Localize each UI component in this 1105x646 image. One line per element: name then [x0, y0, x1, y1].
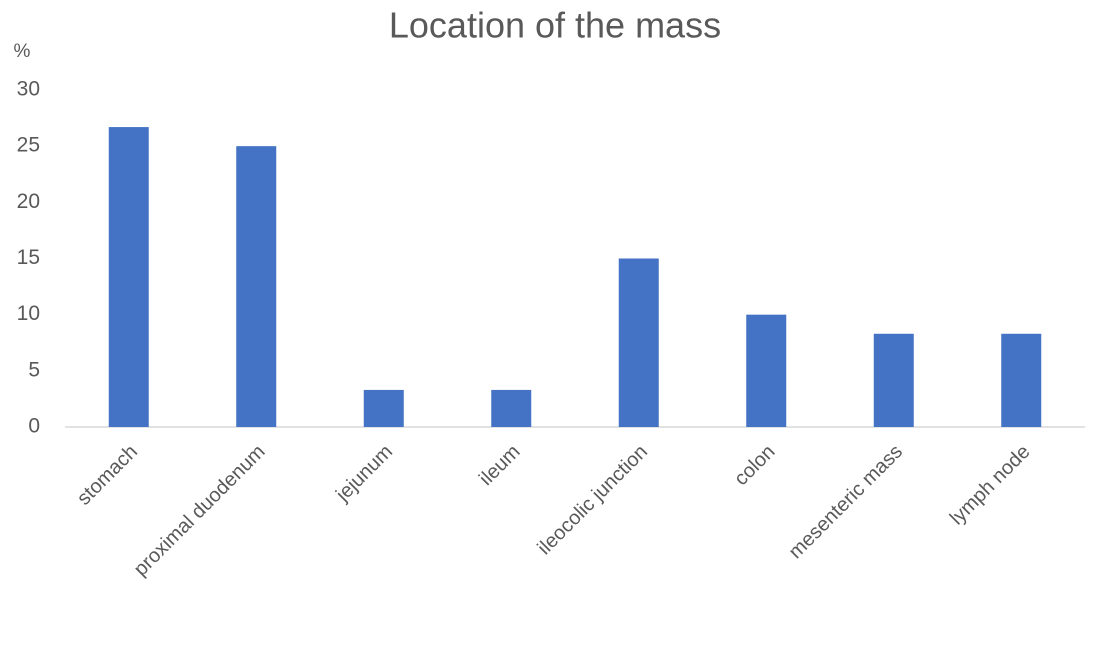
x-tick-label: colon	[730, 441, 779, 490]
y-tick-label: 15	[17, 246, 40, 269]
bar	[108, 127, 149, 427]
x-tick-label: stomach	[73, 441, 142, 510]
x-tick-label: lymph node	[946, 441, 1035, 530]
x-tick-label: mesenteric mass	[785, 441, 907, 563]
y-tick-label: 30	[17, 78, 40, 101]
x-tick-label: jejunum	[331, 441, 397, 507]
bar	[236, 146, 277, 427]
y-tick-label: 10	[17, 302, 40, 325]
bar	[873, 333, 914, 427]
chart-title: Location of the mass	[389, 5, 721, 46]
y-tick-label: 20	[17, 190, 40, 213]
x-tick-label: proximal duodenum	[130, 441, 270, 581]
x-tick-label: ileum	[475, 441, 524, 490]
y-tick-label: 5	[28, 358, 40, 381]
bar	[491, 389, 532, 427]
x-tick-label: ileocolic junction	[533, 441, 652, 560]
bar	[618, 258, 659, 427]
y-tick-label: 25	[17, 134, 40, 157]
y-axis-label: %	[14, 41, 31, 62]
y-tick-label: 0	[28, 415, 40, 438]
bar	[1001, 333, 1042, 427]
bar	[746, 314, 787, 427]
bar	[363, 389, 404, 427]
